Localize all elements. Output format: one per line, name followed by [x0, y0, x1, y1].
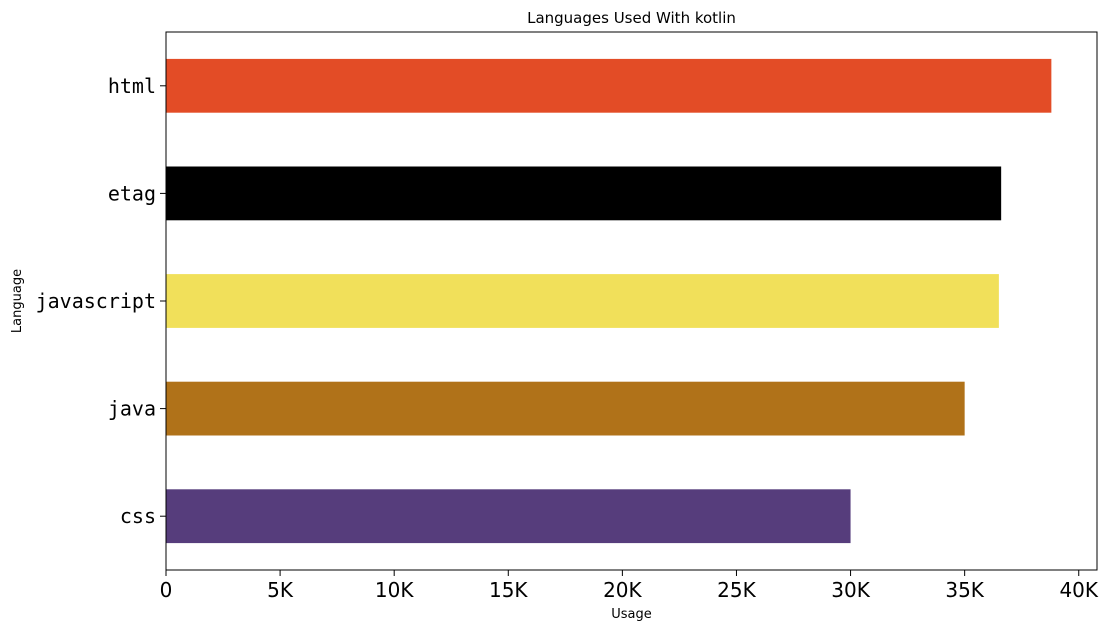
plot-area: html etag javascript java css 0 5K 10K 15K 20K 25K…: [36, 31, 1099, 602]
y-tick-label: java: [108, 397, 156, 421]
x-tick-label: 40K: [1059, 578, 1098, 602]
x-tick-label: 25K: [717, 578, 756, 602]
x-tick-label: 20K: [603, 578, 642, 602]
x-tick-label: 5K: [267, 578, 294, 602]
y-tick-label: etag: [108, 181, 156, 205]
x-tick-label: 15K: [489, 578, 528, 602]
plot-frame: [165, 31, 1098, 571]
x-axis-label: Usage: [611, 607, 652, 622]
y-axis-label: Language: [10, 269, 25, 333]
x-tick-label: 35K: [945, 578, 984, 602]
chart-title: Languages Used With kotlin: [527, 9, 736, 27]
bar-javascript: [166, 274, 999, 328]
x-tick-label: 30K: [831, 578, 870, 602]
bar-css: [166, 489, 851, 544]
x-tick-label: 10K: [375, 578, 414, 602]
y-tick-label: javascript: [36, 289, 156, 313]
bar-etag: [166, 166, 1002, 221]
bar-html: [166, 58, 1052, 113]
y-tick-label: html: [108, 74, 156, 98]
x-tick-label: 0: [160, 578, 173, 602]
bar-java: [166, 381, 965, 436]
y-tick-label: css: [120, 504, 156, 528]
